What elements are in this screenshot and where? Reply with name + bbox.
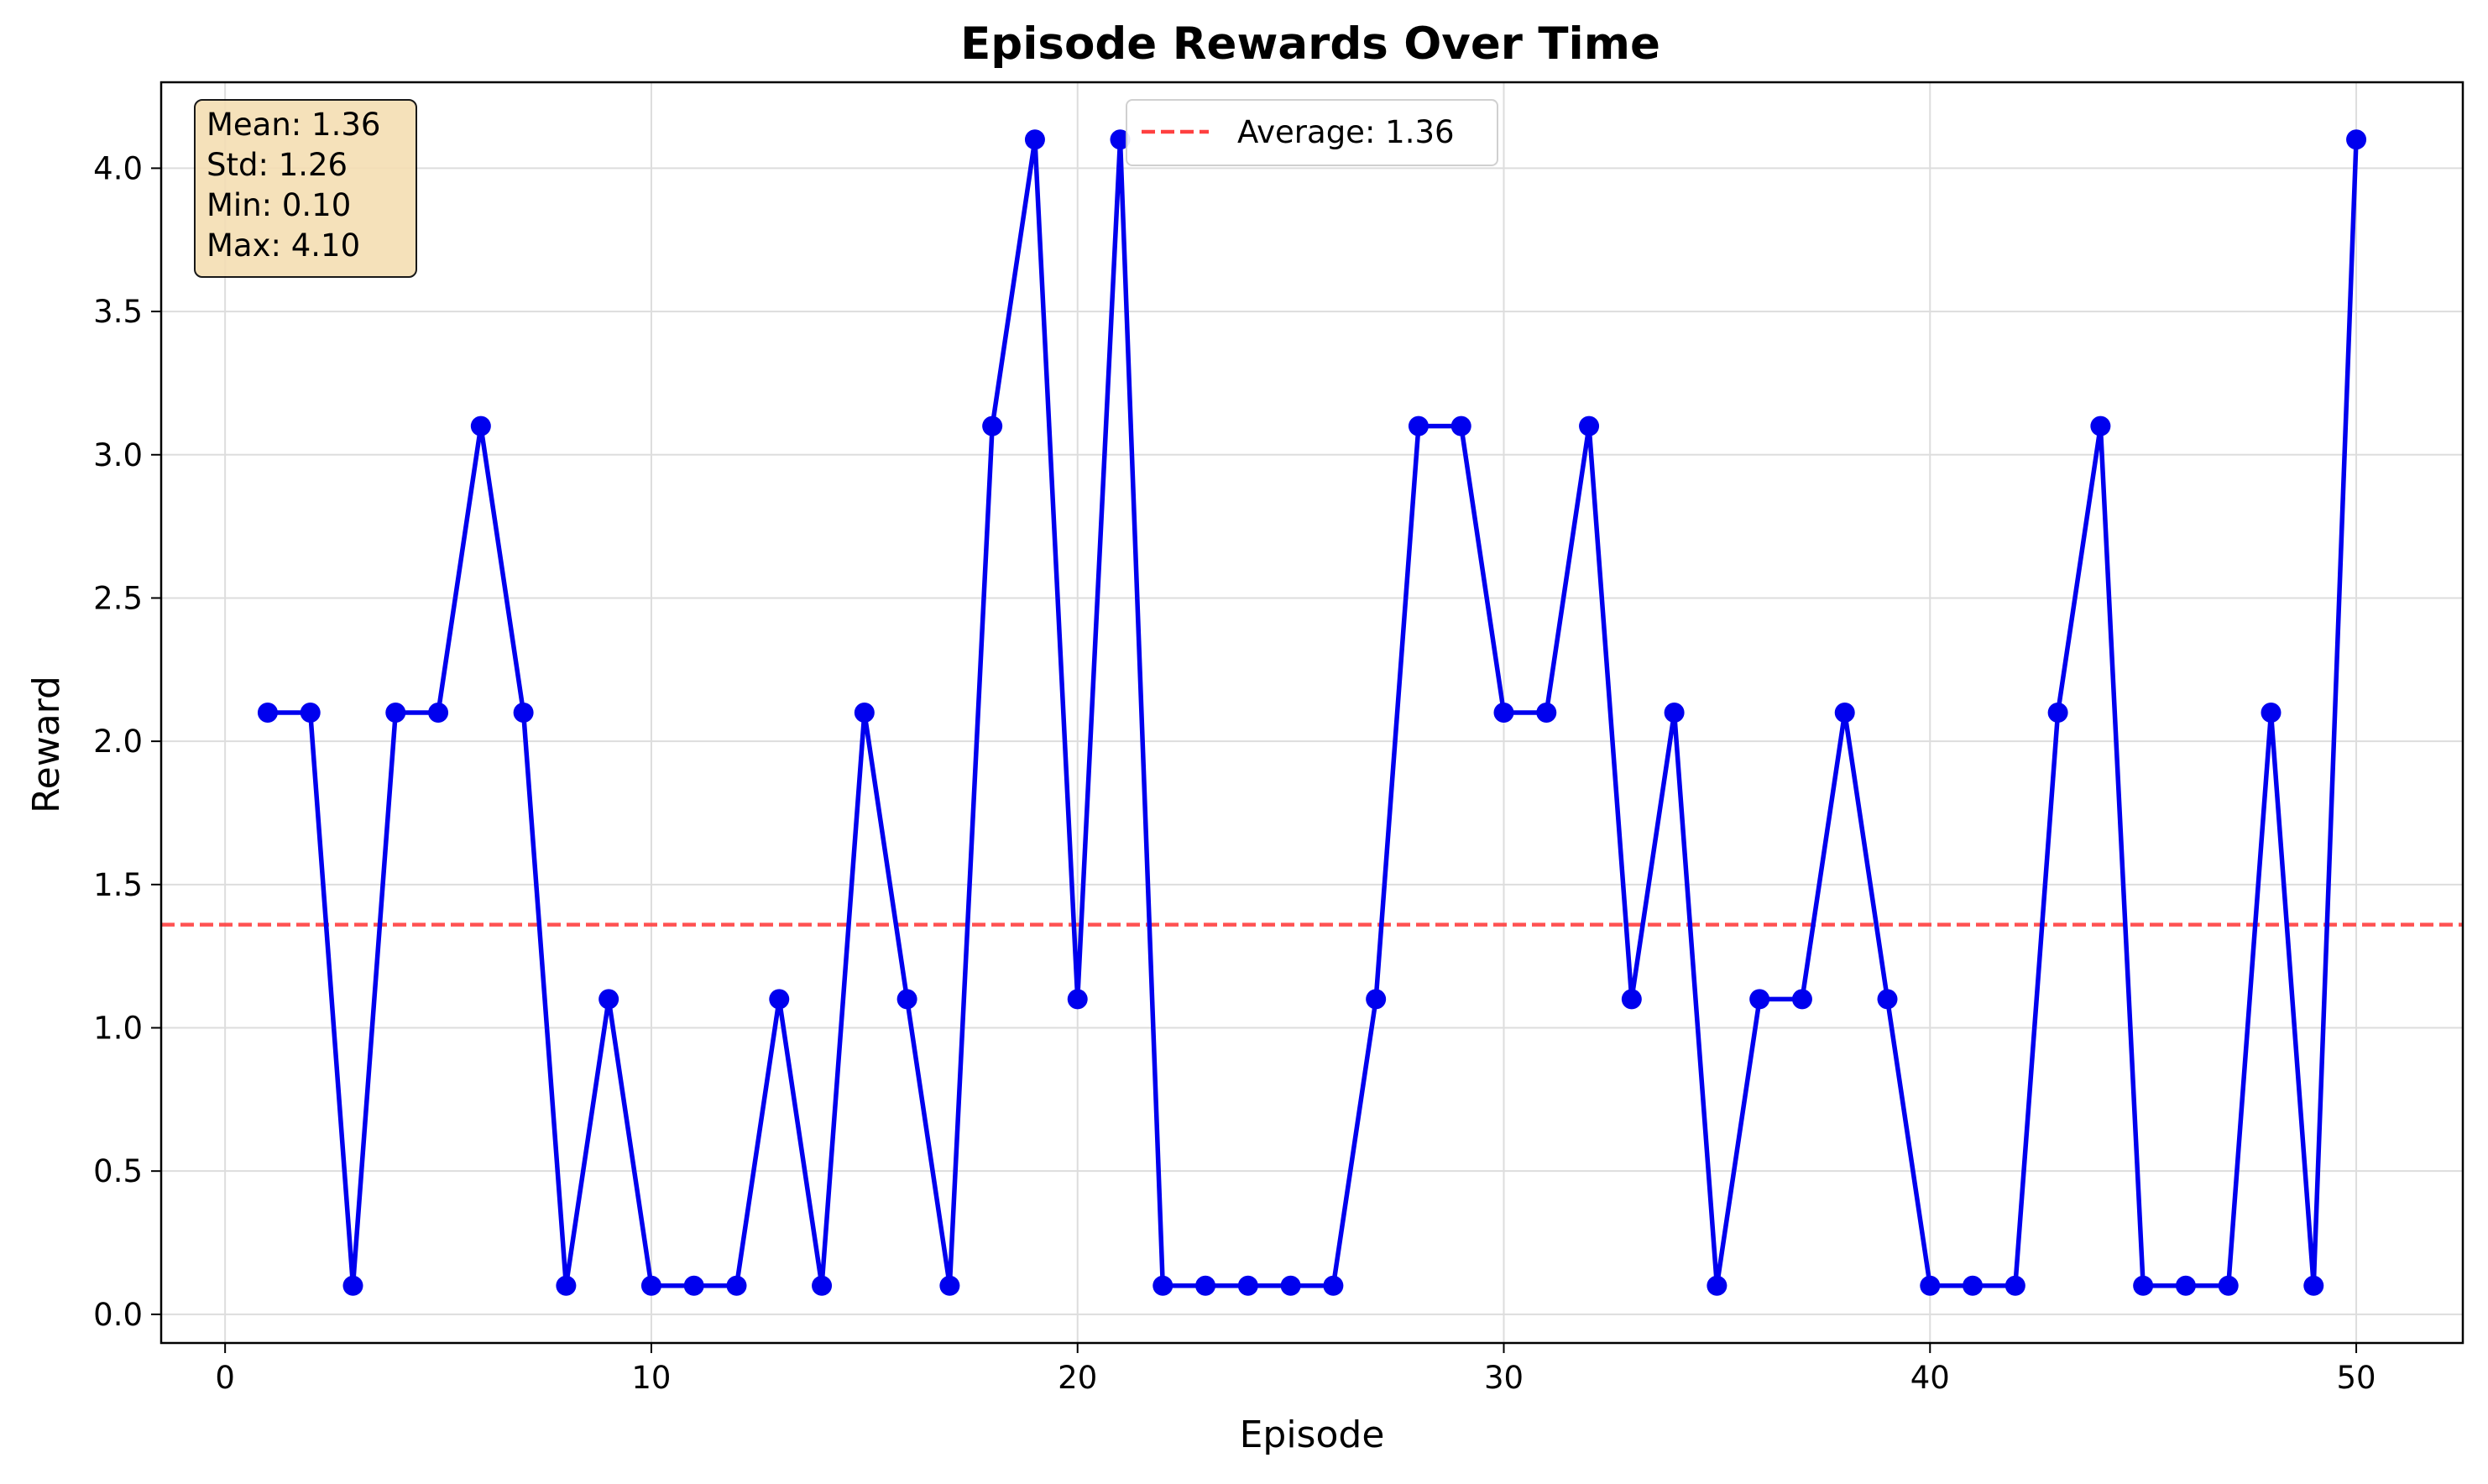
reward-data-point: [854, 703, 875, 723]
reward-data-point: [1579, 415, 1600, 436]
reward-data-point: [1791, 989, 1812, 1010]
stats-max: Max: 4.10: [206, 227, 360, 264]
reward-data-point: [1067, 989, 1088, 1010]
reward-data-point: [939, 1275, 960, 1296]
stats-box: Mean: 1.36 Std: 1.26 Min: 0.10 Max: 4.10: [194, 99, 417, 278]
reward-data-point: [1153, 1275, 1173, 1296]
reward-data-point: [1195, 1275, 1216, 1296]
y-tick-label: 0.0: [93, 1297, 143, 1333]
reward-data-point: [769, 989, 790, 1010]
reward-data-point: [300, 703, 321, 723]
y-tick-label: 4.0: [93, 150, 143, 186]
reward-data-point: [640, 1275, 661, 1296]
y-axis-ticks: 0.0 0.5 1.0 1.5 2.0 2.5 3.0 3.5 4.0: [93, 150, 161, 1333]
reward-data-point: [2346, 129, 2367, 150]
stats-mean: Mean: 1.36: [206, 107, 380, 143]
reward-data-point: [1323, 1275, 1344, 1296]
reward-data-point: [1024, 129, 1045, 150]
reward-data-point: [2303, 1275, 2324, 1296]
stats-min: Min: 0.10: [206, 187, 351, 223]
reward-data-point: [556, 1275, 577, 1296]
reward-data-point: [1877, 989, 1898, 1010]
y-tick-label: 3.5: [93, 294, 143, 330]
reward-data-point: [428, 703, 449, 723]
reward-data-point: [598, 989, 619, 1010]
y-tick-label: 1.5: [93, 867, 143, 903]
x-tick-label: 50: [2337, 1360, 2376, 1396]
legend-frame: [1126, 99, 1498, 166]
reward-data-point: [1493, 703, 1514, 723]
reward-data-point: [1920, 1275, 1941, 1296]
reward-data-point: [257, 703, 278, 723]
y-tick-label: 3.0: [93, 437, 143, 473]
plot-area-frame: [159, 81, 2464, 1345]
reward-data-point: [2175, 1275, 2196, 1296]
reward-data-point: [1408, 415, 1429, 436]
x-axis-label: Episode: [1240, 1413, 1385, 1456]
reward-data-point: [1237, 1275, 1258, 1296]
reward-data-point: [2261, 703, 2282, 723]
x-tick-label: 10: [631, 1360, 671, 1396]
y-tick-label: 2.0: [93, 724, 143, 760]
legend: Average: 1.36: [1126, 99, 1498, 166]
reward-data-point: [1707, 1275, 1727, 1296]
reward-data-point: [2047, 703, 2068, 723]
reward-data-point: [896, 989, 917, 1010]
series-layer: [257, 129, 2367, 1296]
reward-data-point: [2133, 1275, 2154, 1296]
reward-data-point: [982, 415, 1003, 436]
reward-data-point: [1749, 989, 1770, 1010]
reward-data-point: [385, 703, 406, 723]
reward-data-point: [683, 1275, 704, 1296]
reward-data-point: [2005, 1275, 2025, 1296]
reward-data-point: [1450, 415, 1471, 436]
y-tick-label: 0.5: [93, 1153, 143, 1189]
x-tick-label: 40: [1910, 1360, 1950, 1396]
reward-data-point: [812, 1275, 833, 1296]
y-tick-label: 2.5: [93, 580, 143, 616]
reward-data-point: [1621, 989, 1642, 1010]
reward-data-point: [2218, 1275, 2239, 1296]
reward-data-point: [342, 1275, 363, 1296]
y-axis-label: Reward: [25, 676, 68, 813]
reward-data-point: [1366, 989, 1387, 1010]
reward-data-point: [470, 415, 491, 436]
chart-title: Episode Rewards Over Time: [960, 18, 1660, 70]
x-tick-label: 20: [1058, 1360, 1097, 1396]
x-tick-label: 0: [215, 1360, 235, 1396]
reward-data-point: [1110, 129, 1131, 150]
reward-data-point: [513, 703, 534, 723]
reward-data-point: [1664, 703, 1685, 723]
reward-data-point: [1963, 1275, 1984, 1296]
x-tick-label: 30: [1484, 1360, 1524, 1396]
legend-entry-average: Average: 1.36: [1237, 114, 1455, 150]
stats-std: Std: 1.26: [206, 147, 348, 183]
reward-data-point: [2090, 415, 2111, 436]
reward-data-point: [726, 1275, 747, 1296]
reward-data-point: [1536, 703, 1557, 723]
x-axis-ticks: 0 10 20 30 40 50: [215, 1343, 2376, 1396]
stats-box-background: [194, 99, 417, 278]
y-tick-label: 1.0: [93, 1011, 143, 1047]
reward-data-point: [1280, 1275, 1301, 1296]
reward-data-point: [1834, 703, 1855, 723]
